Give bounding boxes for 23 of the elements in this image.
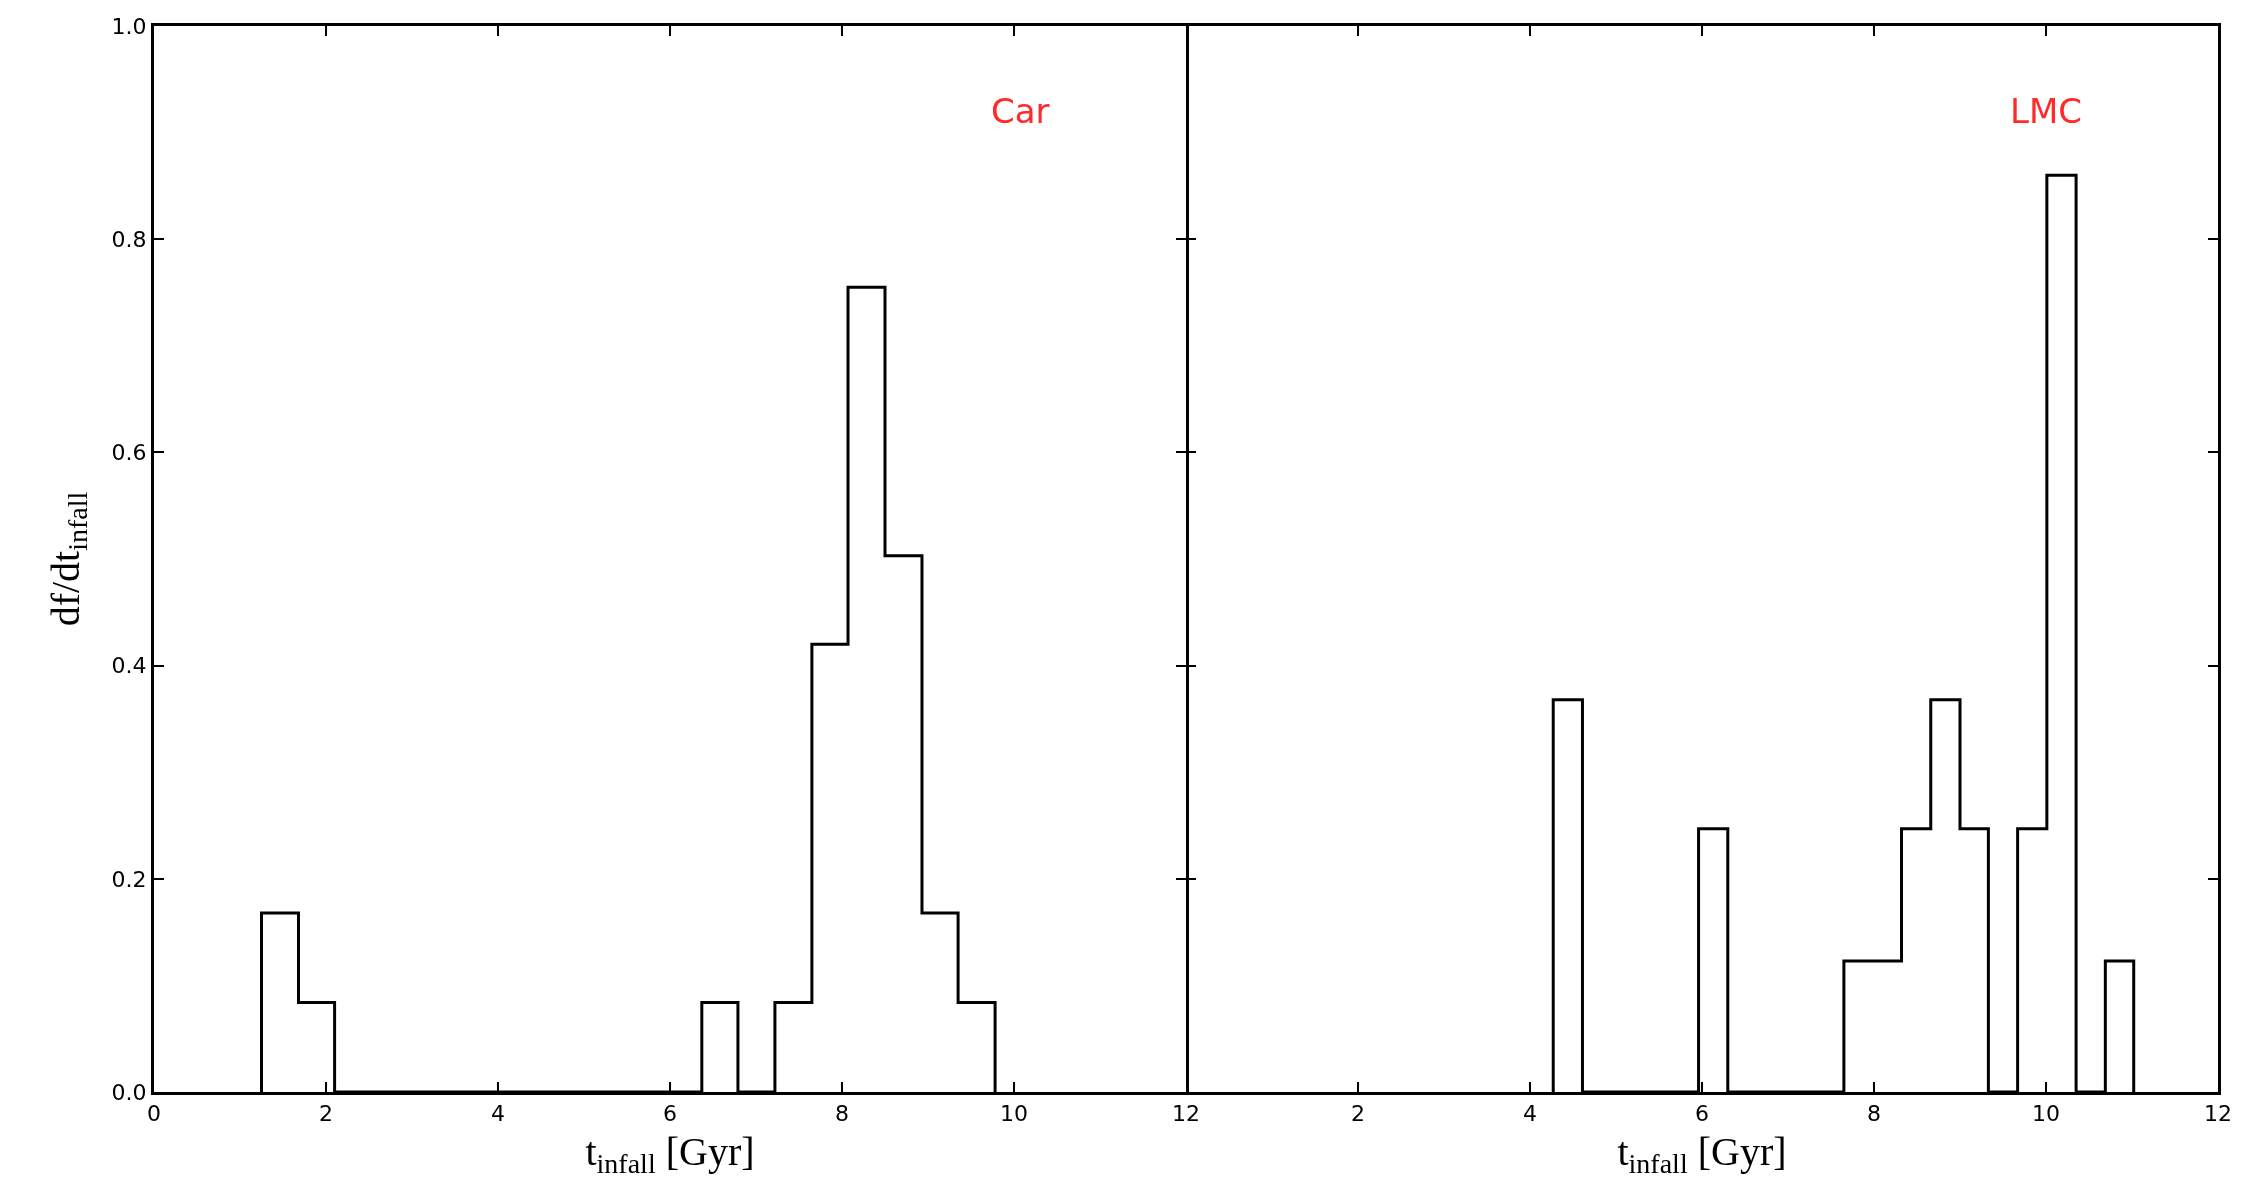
x-tick-label: 8 [835, 1101, 849, 1127]
x-tick-label: 4 [491, 1101, 505, 1127]
y-tick-label: 0.0 [111, 1079, 147, 1105]
x-tick-label: 10 [2032, 1101, 2060, 1127]
x-tick-label: 10 [1000, 1101, 1028, 1127]
y-tick-label: 0.8 [111, 226, 147, 252]
x-tick-label: 8 [1867, 1101, 1881, 1127]
y-tick-label: 0.6 [111, 440, 147, 466]
x-tick-label: 6 [663, 1101, 677, 1127]
x-tick-label: 4 [1523, 1101, 1537, 1127]
y-tick-label: 0.2 [111, 866, 147, 892]
annotation: Car [991, 91, 1050, 131]
x-axis-title: t$_{infall}$ [Gyr] [1617, 1128, 1787, 1180]
x-tick-label: 0 [147, 1101, 161, 1127]
x-tick-label: 6 [1695, 1101, 1709, 1127]
annotation: LMC [2010, 91, 2083, 131]
x-axis-title: t$_{infall}$ [Gyr] [585, 1128, 755, 1180]
y-tick-label: 0.4 [111, 653, 147, 679]
x-tick-label: 12 [2204, 1101, 2232, 1127]
x-tick-label: 2 [319, 1101, 333, 1127]
x-tick-label: 12 [1172, 1101, 1200, 1127]
x-tick-label: 2 [1351, 1101, 1365, 1127]
y-tick-label: 1.0 [111, 13, 147, 39]
